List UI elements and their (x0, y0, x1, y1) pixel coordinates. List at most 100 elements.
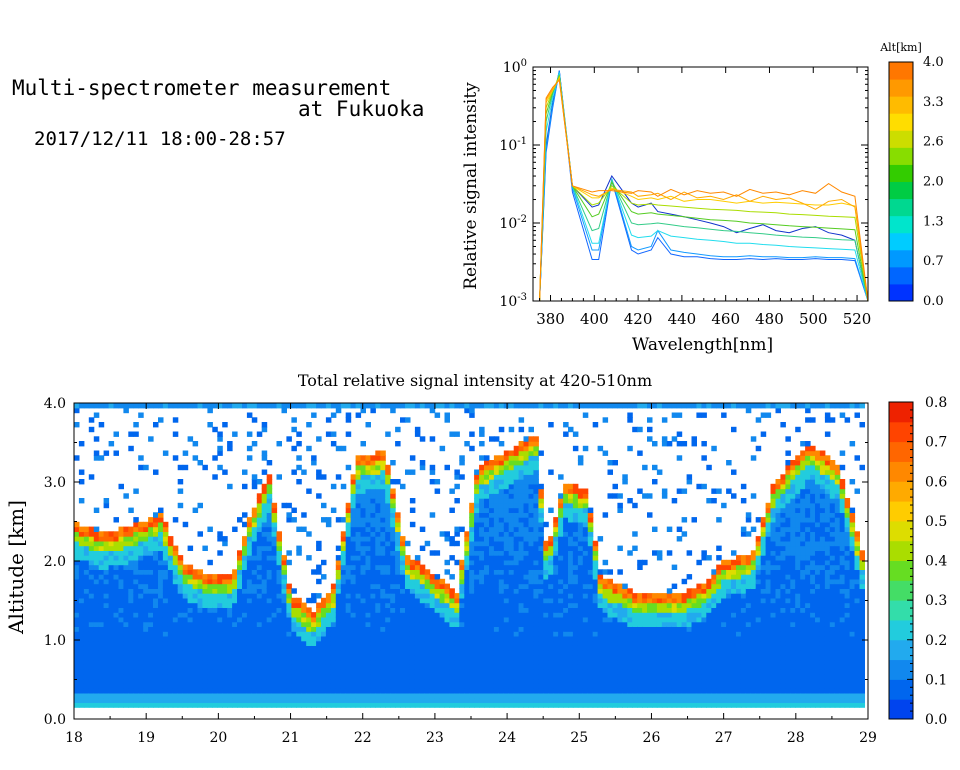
heatmap-cell (335, 664, 342, 670)
heatmap-cell (103, 683, 110, 689)
heatmap-cell (266, 640, 273, 646)
heatmap-cell (93, 664, 100, 670)
heatmap-cell (158, 650, 164, 656)
heatmap-cell (321, 654, 327, 661)
heatmap-cell (276, 692, 282, 699)
heatmap-cell (622, 664, 628, 670)
heatmap-cell (390, 407, 396, 414)
heatmap-cell (548, 616, 554, 623)
heatmap-cell (232, 593, 238, 599)
heatmap-cell (464, 650, 470, 656)
heatmap-cell (182, 616, 189, 623)
heatmap-cell (350, 583, 357, 589)
heatmap-cell (405, 602, 411, 608)
heatmap-cell (242, 626, 248, 632)
heatmap-cell (400, 602, 406, 608)
heatmap-cell (128, 688, 134, 694)
heatmap-cell (177, 612, 184, 618)
heatmap-cell (172, 669, 179, 675)
heatmap-cell (340, 574, 347, 580)
heatmap-cell (484, 512, 490, 518)
heatmap-cell (518, 692, 525, 699)
heatmap-cell (528, 659, 534, 665)
heatmap-cell (187, 607, 194, 613)
heatmap-cell (296, 526, 302, 532)
heatmap-cell (232, 654, 238, 661)
heatmap-cell (503, 659, 510, 665)
heatmap-cell (459, 664, 465, 670)
heatmap-cell (533, 550, 539, 556)
heatmap-cell (291, 597, 297, 604)
heatmap-cell (256, 498, 263, 504)
heatmap-cell (153, 669, 159, 675)
heatmap-cell (582, 654, 589, 661)
heatmap-cell (251, 574, 258, 580)
heatmap-cell (187, 403, 194, 409)
heatmap-cell (242, 583, 248, 589)
heatmap-cell (518, 612, 525, 618)
heatmap-cell (439, 654, 446, 661)
heatmap-cell (93, 531, 100, 537)
heatmap-cell (256, 512, 263, 518)
heatmap-cell (375, 593, 381, 599)
heatmap-cell (335, 626, 342, 632)
heatmap-cell (123, 536, 129, 542)
heatmap-cell (439, 635, 446, 642)
heatmap-cell (360, 507, 366, 513)
heatmap-cell (335, 517, 342, 523)
heatmap-cell (227, 664, 233, 670)
heatmap-cell (523, 507, 529, 513)
heatmap-cell (335, 688, 342, 694)
heatmap-cell (543, 635, 549, 642)
heatmap-cell (266, 607, 273, 613)
heatmap-cell (642, 631, 648, 637)
heatmap-cell (350, 559, 357, 566)
heatmap-cell (118, 593, 124, 599)
heatmap-cell (503, 583, 510, 589)
heatmap-cell (93, 436, 100, 442)
heatmap-cell (261, 540, 268, 547)
heatmap-cell (256, 645, 263, 651)
heatmap-cell (212, 645, 218, 651)
heatmap-cell (563, 626, 569, 632)
heatmap-cell (528, 654, 534, 661)
heatmap-cell (419, 436, 426, 442)
heatmap-cell (360, 583, 366, 589)
heatmap-cell (597, 574, 604, 580)
heatmap-cell (380, 588, 386, 594)
heatmap-cell (148, 436, 154, 442)
heatmap-cell (577, 526, 584, 532)
heatmap-cell (612, 673, 618, 680)
heatmap-cell (607, 597, 613, 604)
heatmap-cell (330, 588, 337, 594)
heatmap-cell (587, 692, 594, 699)
heatmap-cell (484, 540, 490, 547)
heatmap-cell (187, 578, 194, 585)
heatmap-cell (306, 664, 312, 670)
heatmap-cell (355, 526, 362, 532)
heatmap-cell (325, 692, 332, 699)
heatmap-cell (612, 607, 618, 613)
heatmap-cell (400, 650, 406, 656)
heatmap-cell (365, 650, 371, 656)
heatmap-cell (286, 550, 292, 556)
heatmap-cell (138, 607, 144, 613)
heatmap-cell (479, 550, 485, 556)
heatmap-cell (656, 702, 663, 708)
heatmap-cell (385, 550, 391, 556)
heatmap-cell (400, 559, 406, 566)
heatmap-cell (133, 664, 139, 670)
heatmap-cell (632, 616, 638, 623)
heatmap-cell (118, 640, 124, 646)
heatmap-cell (93, 683, 100, 689)
heatmap-cell (138, 650, 144, 656)
heatmap-cell (108, 574, 115, 580)
heatmap-cell (158, 564, 164, 570)
heatmap-cell (395, 545, 401, 551)
heatmap-cell (286, 593, 292, 599)
heatmap-cell (93, 692, 100, 699)
heatmap-cell (449, 635, 455, 642)
heatmap-cell (627, 640, 633, 646)
heatmap-cell (518, 578, 525, 585)
heatmap-cell (98, 640, 105, 646)
